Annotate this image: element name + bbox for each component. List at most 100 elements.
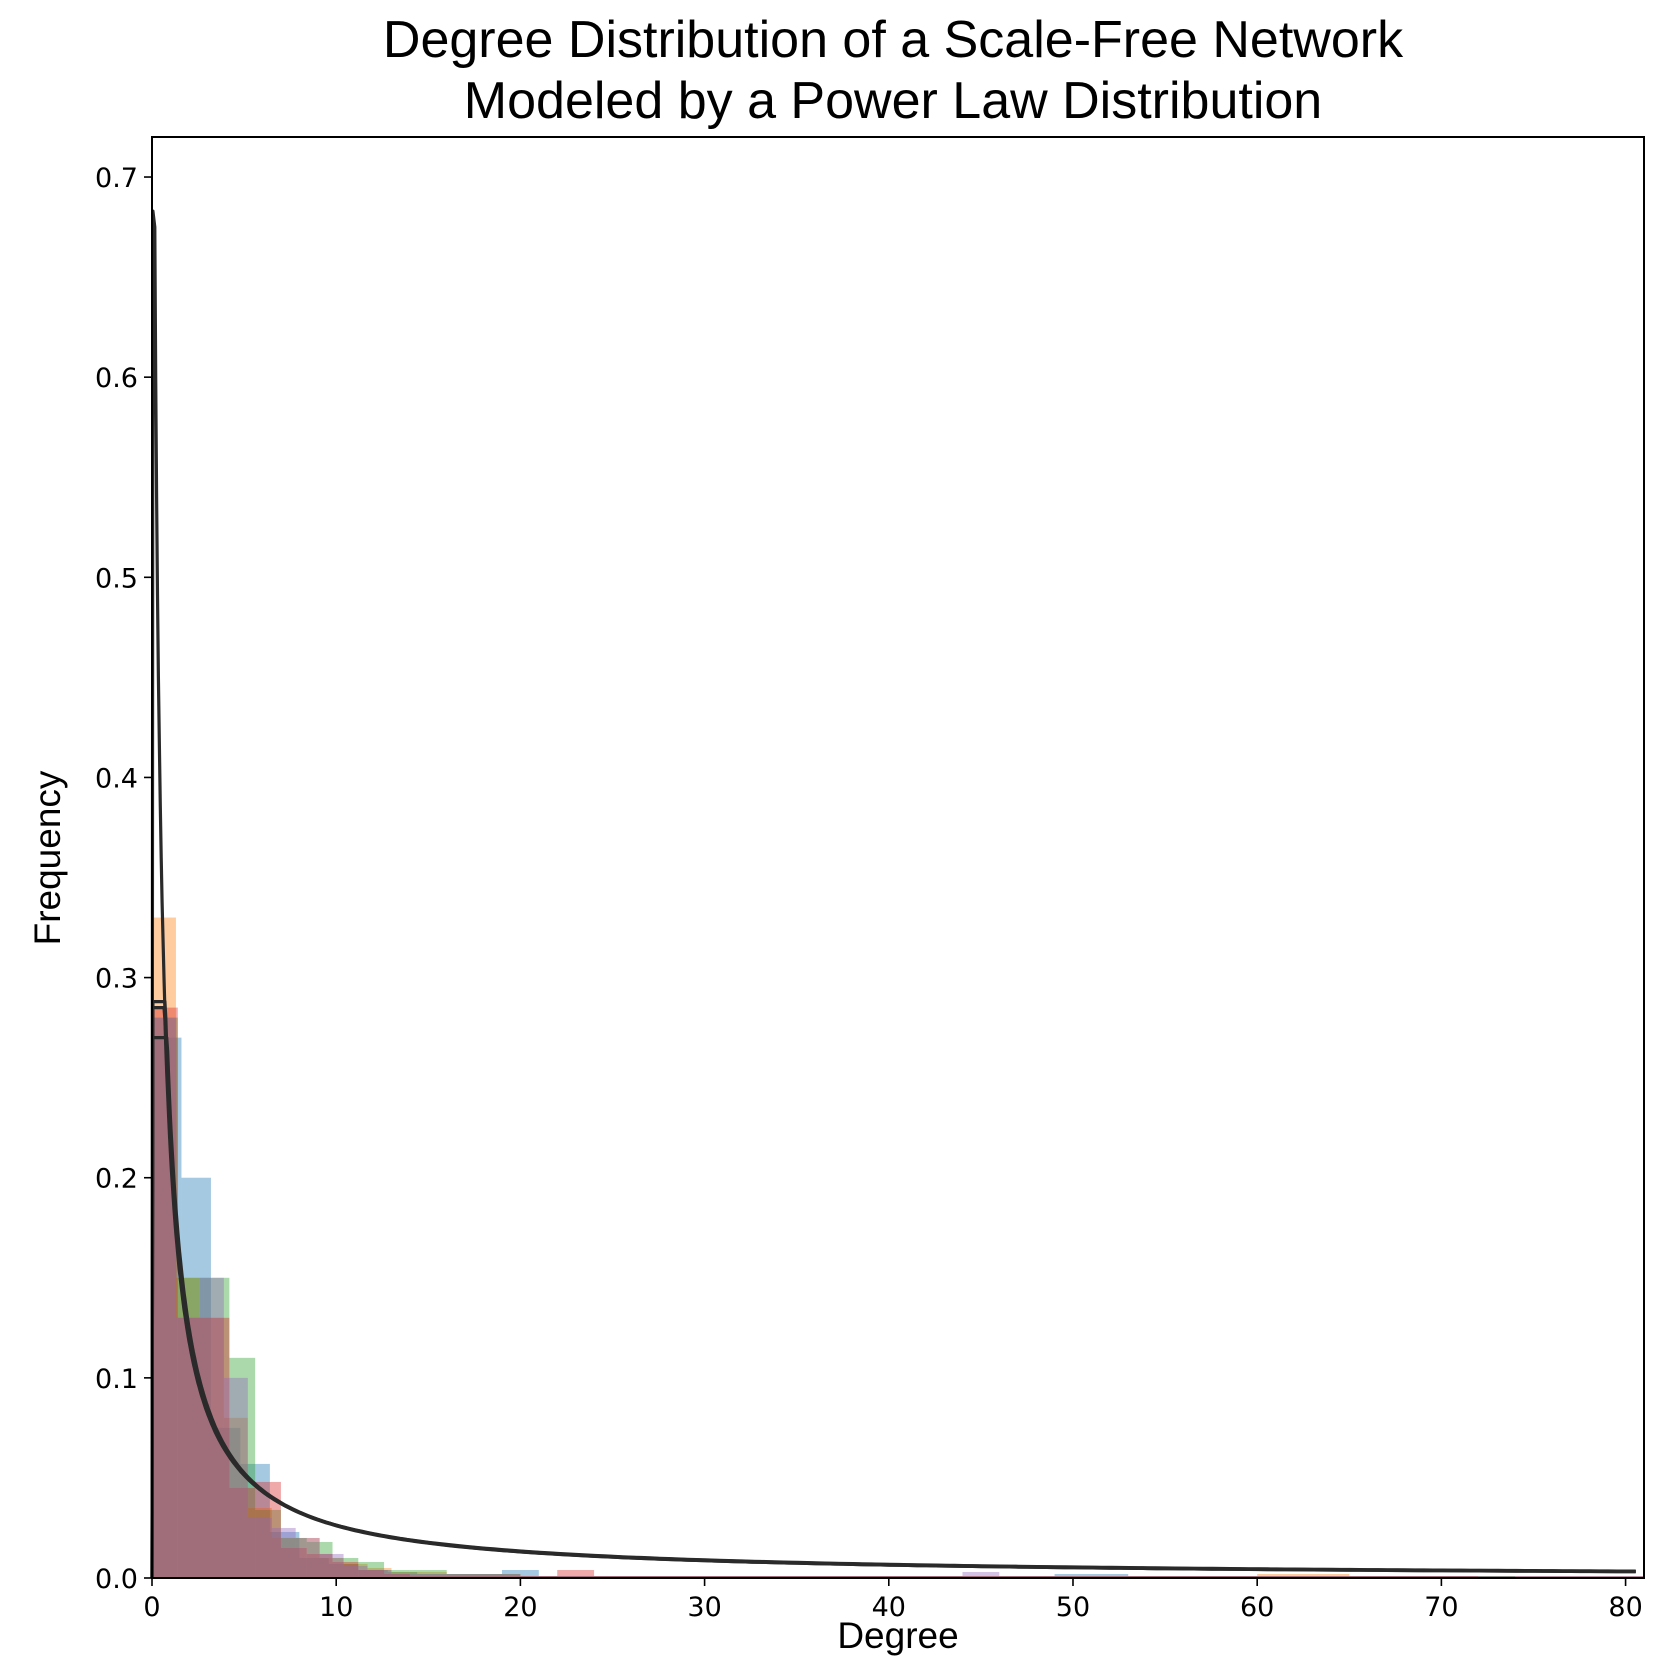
chart-title-line-1: Degree Distribution of a Scale-Free Netw…	[383, 11, 1404, 69]
histogram-bar	[446, 1573, 521, 1578]
histogram-bar	[152, 1017, 178, 1578]
histogram-bar	[367, 1567, 392, 1578]
histogram-bar	[343, 1565, 368, 1578]
histogram-series-4	[152, 1007, 1479, 1578]
histogram-bar	[888, 1575, 1055, 1578]
histogram-bar	[229, 1357, 256, 1578]
histogram-bar	[319, 1553, 344, 1578]
histogram-bar	[319, 1557, 344, 1578]
histogram-bar	[358, 1569, 385, 1578]
histogram-bar	[152, 1007, 178, 1578]
histogram-bar	[704, 1575, 889, 1578]
fit-curve-1	[150, 1000, 1636, 1579]
histogram-bar	[306, 1541, 333, 1578]
x-axis-ticks: 0 10 20 30 40 50 60 70 80	[143, 1578, 1643, 1623]
x-tick-label: 60	[1240, 1592, 1274, 1623]
x-tick-label: 70	[1424, 1592, 1458, 1623]
histogram-bar	[152, 1017, 176, 1578]
histogram-bar	[1441, 1575, 1644, 1578]
histogram-bar	[1128, 1575, 1442, 1578]
y-tick-label: 0.7	[95, 163, 138, 194]
y-tick-label: 0.2	[95, 1164, 138, 1195]
histogram-bar	[667, 1575, 705, 1578]
x-tick-label: 30	[687, 1592, 721, 1623]
histogram-bar	[557, 1569, 595, 1578]
fit-curves	[150, 209, 1636, 1579]
histogram-bar	[280, 1547, 307, 1578]
histogram-bar	[295, 1537, 320, 1578]
histogram-bar	[391, 1573, 521, 1578]
histogram-bar	[409, 1569, 447, 1578]
histogram-bar	[269, 1531, 300, 1578]
y-tick-label: 0.5	[95, 563, 138, 594]
y-tick-label: 0.1	[95, 1364, 138, 1395]
y-tick-label: 0.0	[95, 1564, 138, 1595]
histogram-bar	[152, 1037, 182, 1578]
histogram-bar	[999, 1575, 1644, 1578]
histogram-bar	[888, 1575, 1479, 1578]
histogram-bar	[328, 1563, 359, 1578]
histogram-bar	[387, 1571, 418, 1578]
histogram-bar	[358, 1569, 388, 1578]
x-tick-label: 50	[1056, 1592, 1090, 1623]
histogram-bar	[358, 1561, 385, 1578]
histogram-bar	[1054, 1573, 1129, 1578]
histogram-bar	[409, 1575, 558, 1578]
histogram-bar	[391, 1571, 447, 1578]
histogram-bar	[223, 1377, 248, 1578]
histogram-bar	[888, 1575, 1516, 1578]
x-tick-label: 20	[503, 1592, 537, 1623]
histogram-bar	[446, 1573, 521, 1578]
fit-curve-4	[150, 209, 1636, 1579]
histogram-bar	[367, 1569, 392, 1578]
x-tick-label: 0	[143, 1592, 160, 1623]
y-tick-label: 0.4	[95, 763, 138, 794]
histogram-bar	[199, 1317, 224, 1578]
histogram-bar	[1349, 1575, 1644, 1578]
histogram-bar	[271, 1527, 296, 1578]
x-tick-label: 10	[319, 1592, 353, 1623]
histogram-bar	[280, 1537, 307, 1578]
x-axis-label: Degree	[837, 1615, 958, 1656]
plot-frame	[151, 136, 1645, 1579]
y-tick-label: 0.3	[95, 964, 138, 995]
x-tick-label: 40	[872, 1592, 906, 1623]
histogram-bar	[446, 1573, 502, 1578]
histogram-bar	[538, 1575, 668, 1578]
histogram-bar	[229, 1487, 256, 1578]
histogram-bar	[177, 1317, 204, 1578]
y-axis-ticks: 0.0 0.1 0.2 0.3 0.4 0.5 0.6 0.7	[95, 163, 152, 1595]
fit-curve-3	[150, 1036, 1636, 1579]
x-tick-label: 80	[1608, 1592, 1642, 1623]
histogram-bars	[152, 917, 1644, 1578]
histogram-series-2	[152, 917, 1644, 1578]
histogram-bar	[384, 1573, 410, 1578]
histogram-bar	[384, 1569, 410, 1578]
histogram-bar	[332, 1557, 359, 1578]
chart-title: Degree Distribution of a Scale-Free Netw…	[383, 11, 1404, 130]
histogram-series-1	[152, 1037, 1644, 1578]
histogram-bar	[343, 1563, 368, 1578]
histogram-bar	[962, 1571, 1000, 1578]
histogram-bar	[704, 1575, 1258, 1578]
y-tick-label: 0.6	[95, 363, 138, 394]
y-axis-label: Frequency	[27, 770, 68, 945]
histogram-bar	[520, 1575, 889, 1578]
histogram-series-3	[152, 1017, 1516, 1578]
histogram-bar	[332, 1561, 359, 1578]
histogram-bar	[271, 1537, 296, 1578]
histogram-series-5	[152, 1017, 1644, 1578]
histogram-bar	[1257, 1573, 1350, 1578]
histogram-bar	[247, 1507, 272, 1578]
histogram-bar	[295, 1537, 320, 1578]
histogram-bar	[520, 1575, 705, 1578]
chart-title-line-2: Modeled by a Power Law Distribution	[464, 72, 1322, 130]
histogram-bar	[175, 1317, 200, 1578]
histogram-bar	[306, 1553, 333, 1578]
histogram-bar	[255, 1481, 281, 1578]
histogram-bar	[501, 1569, 539, 1578]
histogram-bar	[417, 1573, 447, 1578]
histogram-bar	[594, 1575, 889, 1578]
histogram-bar	[520, 1575, 963, 1578]
